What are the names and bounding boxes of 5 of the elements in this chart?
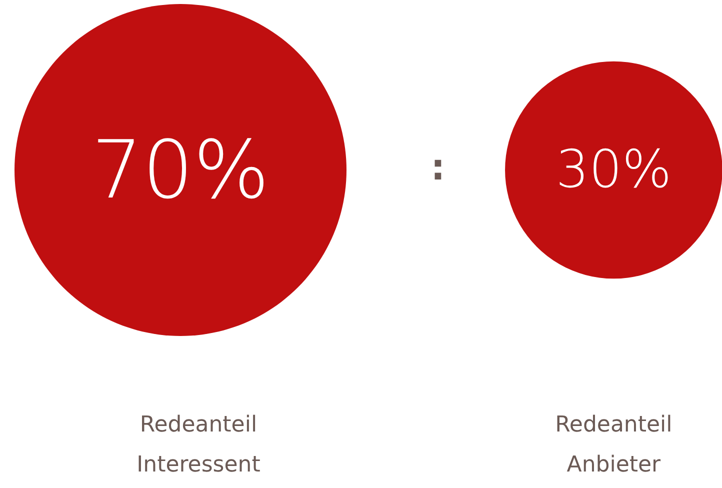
data-label: 70% <box>92 124 270 216</box>
data-label: 30% <box>556 140 672 200</box>
category-label: Redeanteil Anbieter <box>555 412 672 478</box>
text: : <box>430 148 446 188</box>
category-label: Redeanteil Interessent <box>136 412 261 478</box>
